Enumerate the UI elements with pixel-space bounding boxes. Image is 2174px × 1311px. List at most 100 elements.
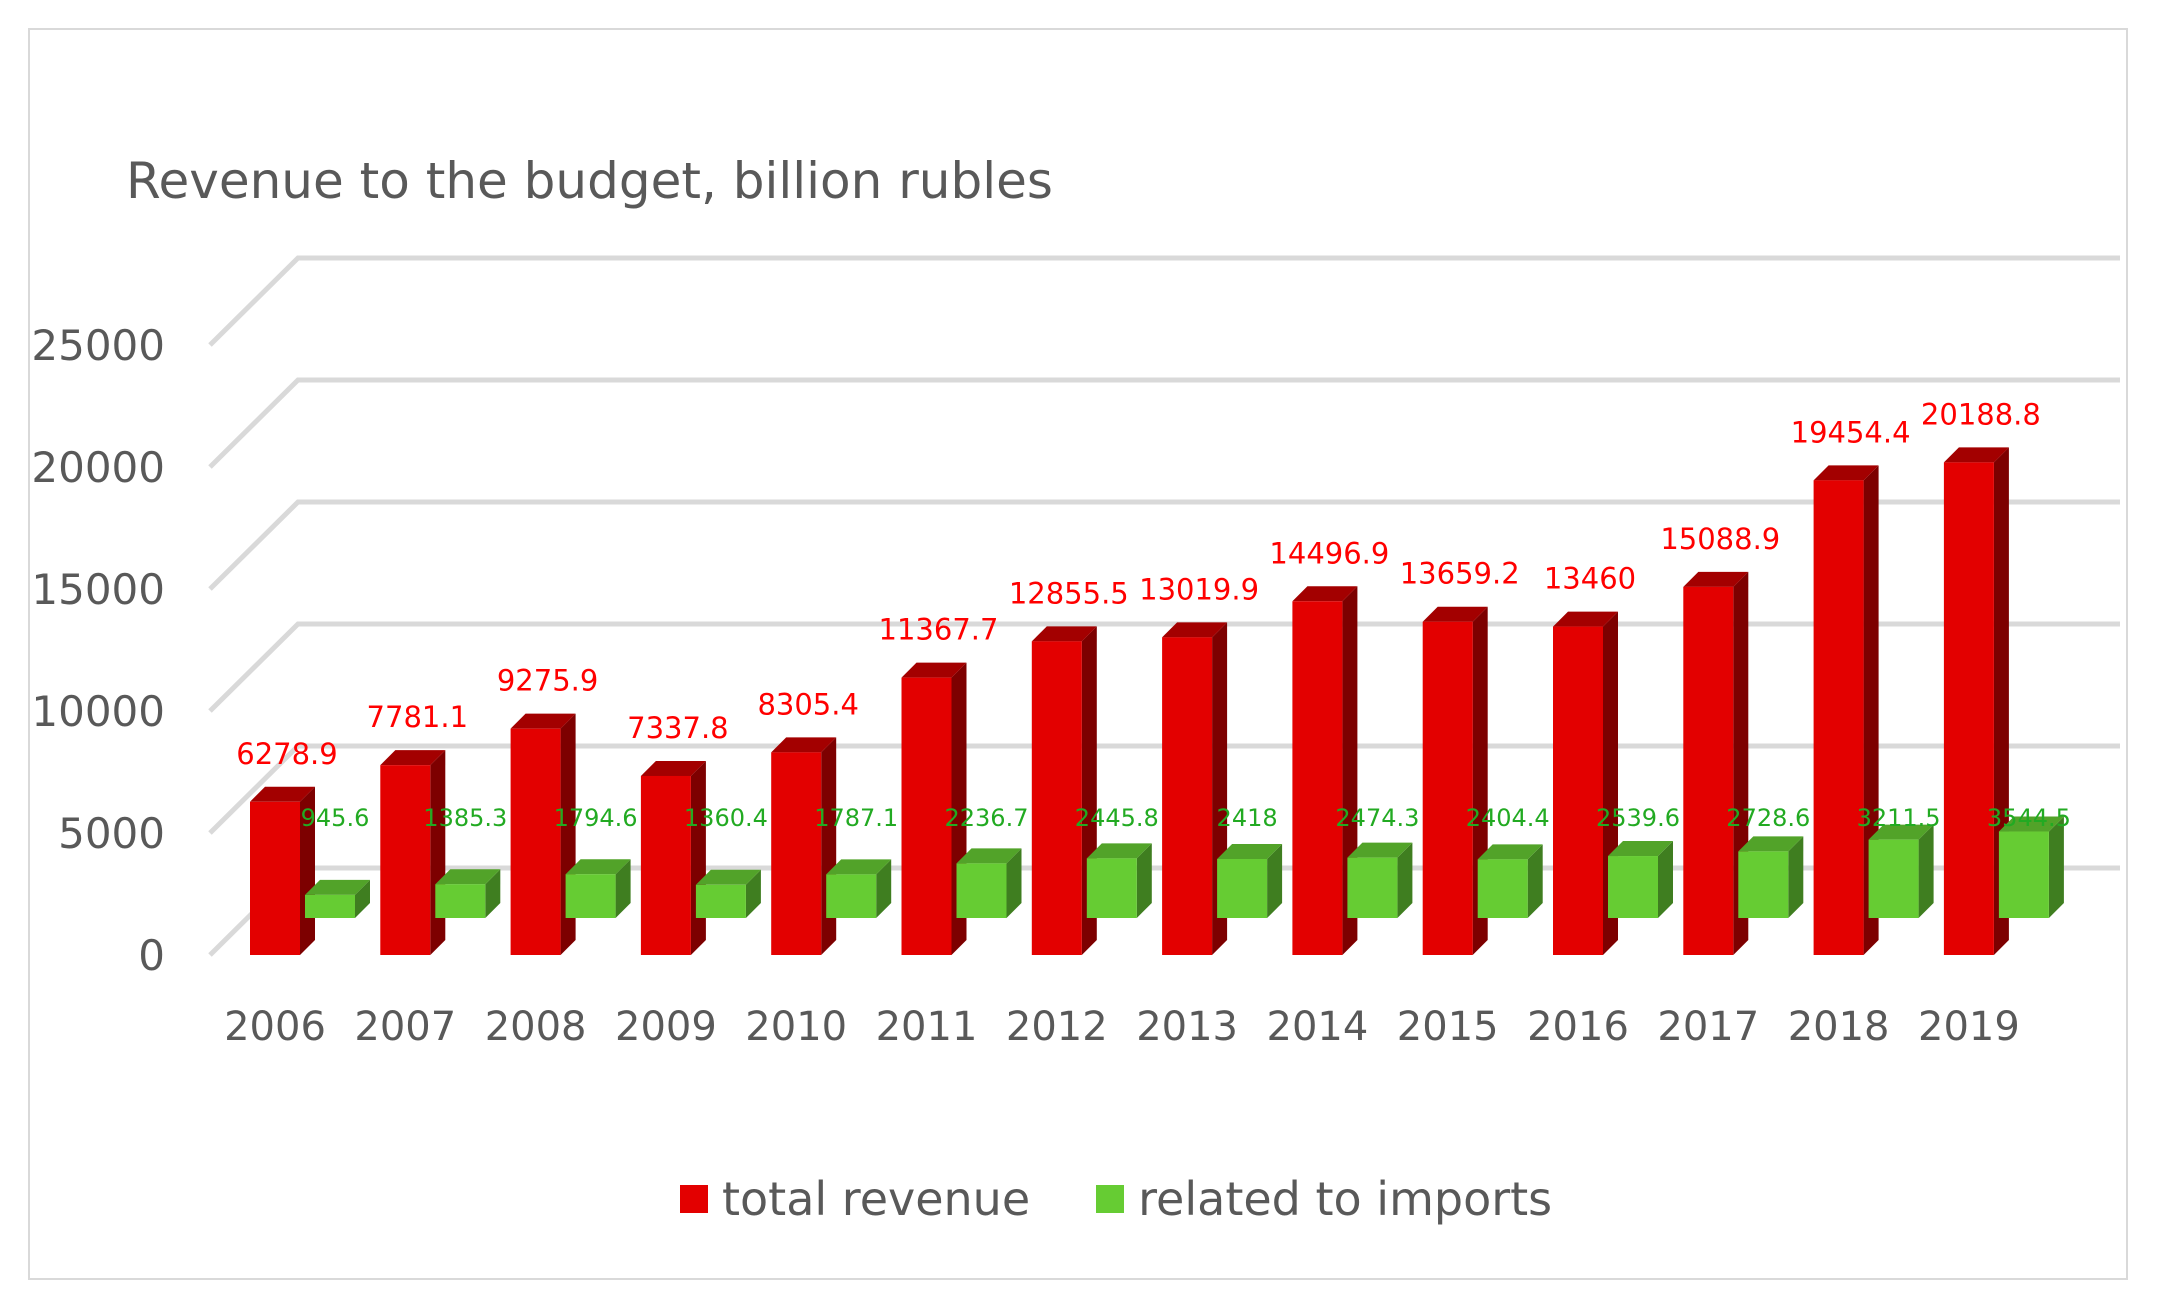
x-tick-label: 2015 [1397, 1004, 1499, 1050]
bar-front [901, 677, 952, 955]
x-tick-label: 2011 [876, 1004, 978, 1050]
bar-total-revenue [250, 786, 315, 955]
bar-side [2048, 816, 2064, 918]
data-label-total-revenue: 9275.9 [497, 664, 598, 698]
bar-side [745, 869, 761, 918]
bar-side [1863, 465, 1879, 955]
data-label-total-revenue: 11367.7 [879, 613, 999, 647]
y-tick-label: 20000 [31, 443, 165, 492]
data-label-total-revenue: 19454.4 [1791, 415, 1911, 449]
bar-related-to-imports [1217, 844, 1283, 918]
x-tick-label: 2018 [1788, 1004, 1890, 1050]
bar-total-revenue [1683, 571, 1749, 955]
gridline [208, 621, 2120, 713]
bar-top [250, 786, 315, 802]
bar-side [485, 869, 501, 918]
bar-front [1217, 859, 1268, 918]
data-label-related-to-imports: 3211.5 [1857, 804, 1941, 832]
bar-top [510, 713, 576, 729]
bar-total-revenue [1813, 465, 1879, 955]
bar-front [565, 874, 616, 918]
bar-top [1813, 465, 1879, 481]
legend-item-related-to-imports: related to imports [1096, 1172, 1552, 1226]
bar-front [1292, 601, 1343, 955]
bar-total-revenue [771, 737, 837, 955]
x-tick-label: 2009 [615, 1004, 717, 1050]
data-label-related-to-imports: 2404.4 [1466, 804, 1550, 832]
bar-total-revenue [1292, 586, 1358, 955]
x-tick-label: 2008 [485, 1004, 587, 1050]
bar-side [876, 859, 892, 918]
bar-front [250, 801, 300, 955]
data-label-total-revenue: 6278.9 [236, 737, 337, 771]
bar-total-revenue [640, 760, 706, 955]
bar-side [1006, 848, 1022, 918]
bar-front [1943, 462, 1994, 955]
bar-total-revenue [1031, 626, 1097, 955]
bar-top [1477, 844, 1543, 860]
bar-top [1086, 843, 1152, 859]
bar-side [1136, 843, 1152, 918]
gridline [208, 499, 2120, 591]
legend: total revenue related to imports [680, 1172, 1618, 1226]
bar-related-to-imports [1086, 843, 1152, 918]
bar-top [1162, 622, 1228, 638]
bar-side [1267, 844, 1283, 918]
bar-side [1788, 836, 1804, 918]
bar-top [695, 869, 761, 885]
y-tick-label: 0 [138, 931, 165, 980]
bar-front [435, 884, 486, 918]
bar-top [1998, 816, 2064, 832]
bar-top [1347, 842, 1413, 858]
bar-top [1943, 447, 2009, 463]
x-tick-label: 2007 [354, 1004, 456, 1050]
x-tick-label: 2006 [224, 1004, 326, 1050]
gridline [208, 255, 2120, 347]
bar-top [1553, 611, 1618, 627]
bar-front [1608, 856, 1658, 918]
bar-related-to-imports [1477, 844, 1543, 918]
data-label-related-to-imports: 2539.6 [1596, 804, 1680, 832]
bar-front [1477, 859, 1528, 918]
bar-side [615, 859, 631, 918]
bar-top [1217, 844, 1283, 860]
data-label-related-to-imports: 2418 [1217, 804, 1278, 832]
gridline [208, 743, 2120, 835]
bar-front [1031, 641, 1082, 955]
x-tick-label: 2017 [1657, 1004, 1759, 1050]
x-tick-label: 2013 [1136, 1004, 1238, 1050]
bar-front [1347, 857, 1398, 918]
data-label-total-revenue: 13659.2 [1400, 557, 1520, 591]
bar-side [690, 760, 706, 955]
bar-front [1086, 858, 1137, 918]
bar-related-to-imports [1347, 842, 1413, 918]
data-label-related-to-imports: 2728.6 [1726, 804, 1810, 832]
bar-front [380, 765, 431, 955]
bar-front [1813, 480, 1864, 955]
data-label-total-revenue: 7781.1 [367, 700, 468, 734]
data-label-total-revenue: 7337.8 [627, 711, 728, 745]
bar-side [1397, 842, 1413, 918]
x-tick-label: 2016 [1527, 1004, 1629, 1050]
bar-top [1031, 626, 1097, 642]
data-labels: 6278.9 945.6 7781.1 1385.3 9275.9 1794.6 7337.… [236, 397, 2071, 832]
y-tick-label: 25000 [31, 321, 165, 370]
data-label-total-revenue: 12855.5 [1009, 576, 1129, 610]
bar-related-to-imports [305, 879, 370, 918]
bar-side [1527, 844, 1543, 918]
data-label-related-to-imports: 1360.4 [684, 804, 768, 832]
bar-top [305, 879, 370, 895]
bar-top [1422, 606, 1488, 622]
y-tick-label: 10000 [31, 687, 165, 736]
bar-top [1868, 824, 1934, 840]
legend-swatch-total-revenue [680, 1185, 708, 1213]
bar-top [1738, 836, 1804, 852]
data-label-total-revenue: 13460 [1544, 562, 1636, 596]
bar-related-to-imports [435, 869, 501, 918]
bar-front [1422, 621, 1473, 955]
bar-front [1998, 831, 2049, 918]
bar-top [901, 662, 967, 678]
bar-total-revenue [1553, 611, 1618, 955]
data-label-total-revenue: 20188.8 [1921, 397, 2041, 431]
bar-total-revenue [1422, 606, 1488, 955]
